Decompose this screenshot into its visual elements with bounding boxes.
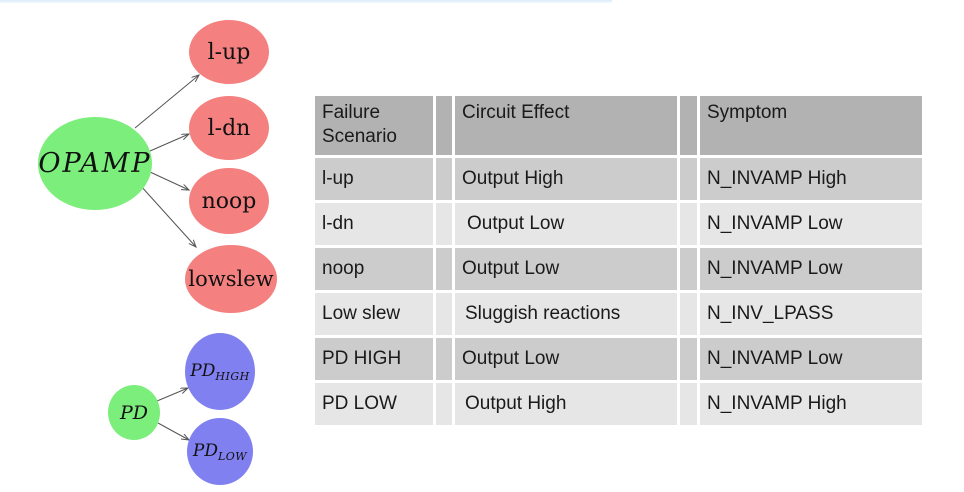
table-row: PD LOW Output High N_INVAMP High [315, 383, 922, 425]
arrow-opamp-lowslew [139, 184, 196, 247]
cell-effect: Output Low [455, 248, 677, 290]
node-label: PD [119, 401, 149, 424]
fault-symptom-table: Failure Scenario Circuit Effect Symptom … [312, 93, 925, 428]
cell-effect: Output Low [455, 203, 677, 245]
node-label: noop [201, 188, 257, 214]
cell-spacer [680, 383, 697, 425]
cell-symptom: N_INVAMP Low [700, 248, 922, 290]
cell-spacer [680, 203, 697, 245]
node-label-subscript: LOW [217, 449, 248, 463]
node-label: OPAMP [38, 148, 152, 179]
diagram-node-l-up: l-up [189, 20, 269, 84]
diagram-node-pd-low: PDLOW [187, 418, 253, 485]
cell-symptom: N_INVAMP Low [700, 338, 922, 380]
diagram-node-noop: noop [189, 168, 269, 234]
header-symptom: Symptom [700, 96, 922, 155]
arrow-opamp-ldn [149, 134, 189, 152]
cell-spacer [680, 293, 697, 335]
top-edge-highlight [0, 0, 612, 3]
table-row: noop Output Low N_INVAMP Low [315, 248, 922, 290]
node-label: l-up [207, 39, 251, 65]
diagram-node-pd-high: PDHIGH [185, 333, 255, 410]
diagram-node-lowslew: lowslew [185, 245, 277, 313]
diagram-node-l-dn: l-dn [189, 96, 269, 160]
header-failure-scenario: Failure Scenario [315, 96, 433, 155]
cell-scenario: PD LOW [315, 383, 433, 425]
cell-symptom: N_INVAMP Low [700, 203, 922, 245]
table-row: l-dn Output Low N_INVAMP Low [315, 203, 922, 245]
cell-spacer [436, 338, 452, 380]
cell-scenario: l-up [315, 158, 433, 200]
header-spacer [680, 96, 697, 155]
cell-scenario: PD HIGH [315, 338, 433, 380]
diagram-node-pd: PD [108, 385, 160, 440]
arrow-pd-pdlow [157, 422, 189, 440]
node-label: PDLOW [192, 440, 248, 463]
cell-spacer [680, 338, 697, 380]
cell-effect: Output High [455, 158, 677, 200]
header-spacer [436, 96, 452, 155]
cell-spacer [436, 383, 452, 425]
cell-symptom: N_INV_LPASS [700, 293, 922, 335]
cell-effect: Output Low [455, 338, 677, 380]
table-header-row: Failure Scenario Circuit Effect Symptom [315, 96, 922, 155]
diagram-node-opamp: OPAMP [38, 117, 152, 210]
node-label: PDHIGH [190, 360, 250, 383]
cell-spacer [680, 158, 697, 200]
cell-symptom: N_INVAMP High [700, 383, 922, 425]
cell-spacer [436, 203, 452, 245]
cell-spacer [436, 248, 452, 290]
cell-spacer [680, 248, 697, 290]
cell-scenario: noop [315, 248, 433, 290]
node-label: l-dn [207, 115, 251, 141]
cell-scenario: l-dn [315, 203, 433, 245]
cell-spacer [436, 158, 452, 200]
table-row: PD HIGH Output Low N_INVAMP Low [315, 338, 922, 380]
cell-effect: Output High [455, 383, 677, 425]
cell-scenario: Low slew [315, 293, 433, 335]
cell-effect: Sluggish reactions [455, 293, 677, 335]
node-label-subscript: HIGH [215, 369, 250, 383]
arrow-opamp-noop [149, 171, 189, 190]
header-circuit-effect: Circuit Effect [455, 96, 677, 155]
arrow-pd-pdhigh [156, 388, 188, 402]
node-label: lowslew [188, 267, 274, 291]
table-row: l-up Output High N_INVAMP High [315, 158, 922, 200]
cell-symptom: N_INVAMP High [700, 158, 922, 200]
cell-spacer [436, 293, 452, 335]
table-row: Low slew Sluggish reactions N_INV_LPASS [315, 293, 922, 335]
